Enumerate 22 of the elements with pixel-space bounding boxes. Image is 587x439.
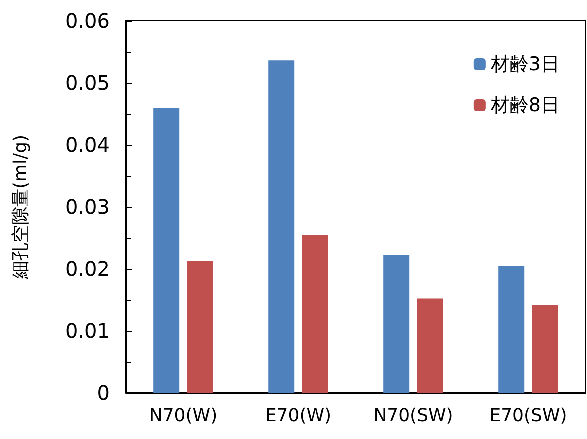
x-tick-label: N70(W) <box>149 406 218 426</box>
bar <box>532 304 558 393</box>
y-axis-title: 細孔空隙量(ml/g) <box>10 134 32 280</box>
legend-label: 材齢3日 <box>490 54 560 76</box>
bar <box>154 108 180 393</box>
x-tick-label: E70(SW) <box>490 406 568 426</box>
y-tick-label: 0.01 <box>65 319 110 343</box>
y-tick-label: 0.06 <box>65 9 110 33</box>
legend-label: 材齢8日 <box>490 94 560 116</box>
bar <box>187 260 214 393</box>
x-tick-label: E70(W) <box>265 406 332 426</box>
y-tick-label: 0.04 <box>65 133 110 157</box>
bar <box>417 298 444 393</box>
bar <box>384 255 410 393</box>
y-tick-label: 0.05 <box>65 71 110 95</box>
y-tick-label: 0 <box>97 381 110 405</box>
bar <box>498 266 525 393</box>
y-tick-label: 0.02 <box>65 257 110 281</box>
y-tick-label: 0.03 <box>65 195 110 219</box>
x-tick-label: N70(SW) <box>374 406 454 426</box>
bar <box>268 60 295 393</box>
bar <box>302 236 328 393</box>
